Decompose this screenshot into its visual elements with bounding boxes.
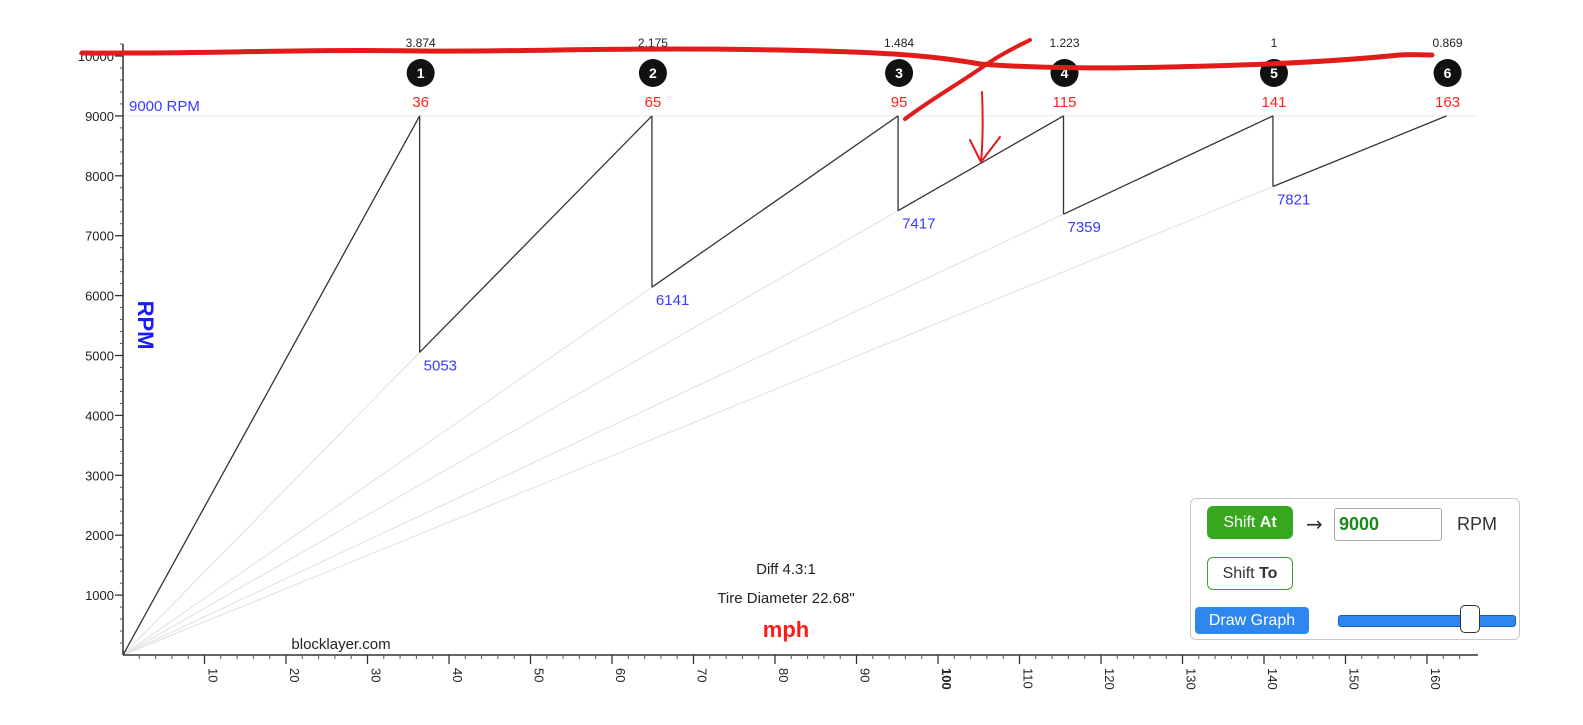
tire-diameter-label: Tire Diameter 22.68" — [717, 590, 854, 607]
y-tick-label: 9000 — [85, 109, 114, 124]
diff-label: Diff 4.3:1 — [756, 561, 816, 578]
gear-guide-line — [122, 213, 1064, 656]
y-tick-label: 1000 — [85, 588, 114, 603]
right-arrow-icon: → — [1306, 512, 1323, 536]
gear-shift-speed: 36 — [412, 94, 429, 111]
gear-rpm-lines — [122, 115, 1447, 656]
annotation-horizontal-stroke — [79, 46, 1435, 71]
gear-ramp-line — [1272, 115, 1447, 188]
gear-drop-rpm: 7417 — [902, 216, 935, 233]
y-tick-label: 8000 — [85, 169, 114, 184]
red-annotations — [79, 38, 1435, 163]
gear-number: 4 — [1061, 65, 1069, 81]
gear-ratio-label: 1 — [1271, 36, 1278, 50]
gear-ramp-line — [897, 115, 1064, 212]
shift-rpm-label: 9000 RPM — [129, 98, 200, 115]
gear-ratio-label: 2.175 — [638, 36, 668, 50]
x-tick-label: 60 — [613, 668, 628, 682]
gear-guide-lines — [122, 115, 1478, 656]
x-tick-label: 90 — [858, 668, 873, 682]
gear-guide-line — [122, 351, 421, 656]
gear-number: 3 — [895, 65, 903, 81]
shift-slider-track[interactable] — [1338, 615, 1516, 627]
rpm-unit-label: RPM — [1457, 514, 1497, 534]
y-tick-label: 7000 — [85, 229, 114, 244]
x-tick-label: 110 — [1021, 668, 1036, 689]
y-tick-label: 3000 — [85, 468, 114, 483]
y-tick-label: 5000 — [85, 349, 114, 364]
gear-number-circle — [1433, 59, 1462, 87]
shift-to-bold: To — [1259, 564, 1278, 582]
gear-guide-line — [122, 210, 899, 656]
gear-drop-rpm: 5053 — [424, 357, 457, 374]
annotation-arrow-head — [969, 136, 1001, 163]
gear-labels: 3.87413650532.17526561411.48439574171.22… — [406, 36, 1463, 374]
x-axis-title: mph — [763, 617, 809, 642]
gear-ratio-label: 1.484 — [884, 36, 914, 50]
gear-shift-speed: 95 — [891, 94, 908, 111]
x-tick-label: 140 — [1265, 668, 1280, 690]
shift-at-bold: At — [1259, 513, 1277, 531]
gear-shift-speed: 141 — [1261, 94, 1286, 111]
gear-drop-rpm: 7821 — [1277, 192, 1310, 209]
gear-number: 1 — [417, 65, 425, 81]
y-tick-label: 2000 — [85, 528, 114, 543]
x-tick-label: 30 — [369, 668, 384, 682]
gear-number: 2 — [649, 65, 657, 81]
annotation-diagonal-stroke — [903, 38, 1032, 121]
x-tick-label: 120 — [1102, 668, 1117, 690]
gear-number: 6 — [1444, 65, 1452, 81]
shift-at-button[interactable]: Shift At — [1207, 506, 1293, 539]
gear-drop-rpm: 6141 — [656, 292, 689, 309]
x-tick-label: 40 — [450, 668, 465, 682]
x-tick-label: 70 — [695, 668, 710, 682]
gear-shift-speed: 115 — [1053, 94, 1077, 111]
x-tick-label: 160 — [1428, 668, 1443, 690]
x-tick-label: 150 — [1347, 668, 1362, 690]
shift-to-button[interactable]: Shift To — [1207, 557, 1293, 590]
gear-number-circle — [638, 59, 667, 87]
gear-ramp-line — [122, 115, 421, 656]
x-tick-label: 20 — [287, 668, 302, 682]
gear-ramp-line — [651, 115, 899, 288]
shift-slider-thumb[interactable] — [1460, 605, 1480, 633]
x-tick-label: 130 — [1184, 668, 1199, 690]
gear-ratio-label: 0.869 — [1433, 36, 1463, 50]
annotation-arrow-shaft — [980, 91, 984, 163]
gear-drop-rpm: 7359 — [1068, 219, 1101, 236]
shift-controls-panel: Shift At → RPM Shift To Draw Graph — [1190, 498, 1520, 640]
gear-shift-speed: 65 — [645, 94, 662, 111]
gear-guide-line — [122, 286, 653, 656]
shift-rpm-input[interactable] — [1334, 508, 1442, 541]
draw-graph-button[interactable]: Draw Graph — [1195, 607, 1309, 634]
gear-shift-speed: 163 — [1435, 94, 1460, 111]
gear-ramp-line — [419, 115, 653, 353]
x-tick-label: 50 — [532, 668, 547, 682]
gear-guide-line — [122, 185, 1274, 656]
shift-at-prefix: Shift — [1223, 513, 1260, 531]
x-tick-label: 10 — [206, 668, 221, 682]
gear-ratio-label: 1.223 — [1049, 36, 1079, 50]
gear-number-circle — [885, 59, 914, 87]
gear-number-circle — [406, 59, 435, 87]
gear-number: 5 — [1270, 65, 1278, 81]
watermark: blocklayer.com — [291, 636, 390, 653]
y-axis-title: RPM — [133, 301, 158, 350]
gear-ratio-label: 3.874 — [406, 36, 436, 50]
gear-ramp-line — [1063, 115, 1274, 215]
shift-to-prefix: Shift — [1222, 564, 1260, 582]
x-tick-label: 100 — [939, 668, 954, 690]
x-tick-label: 80 — [776, 668, 791, 682]
y-tick-label: 6000 — [85, 289, 114, 304]
y-tick-label: 4000 — [85, 408, 114, 423]
